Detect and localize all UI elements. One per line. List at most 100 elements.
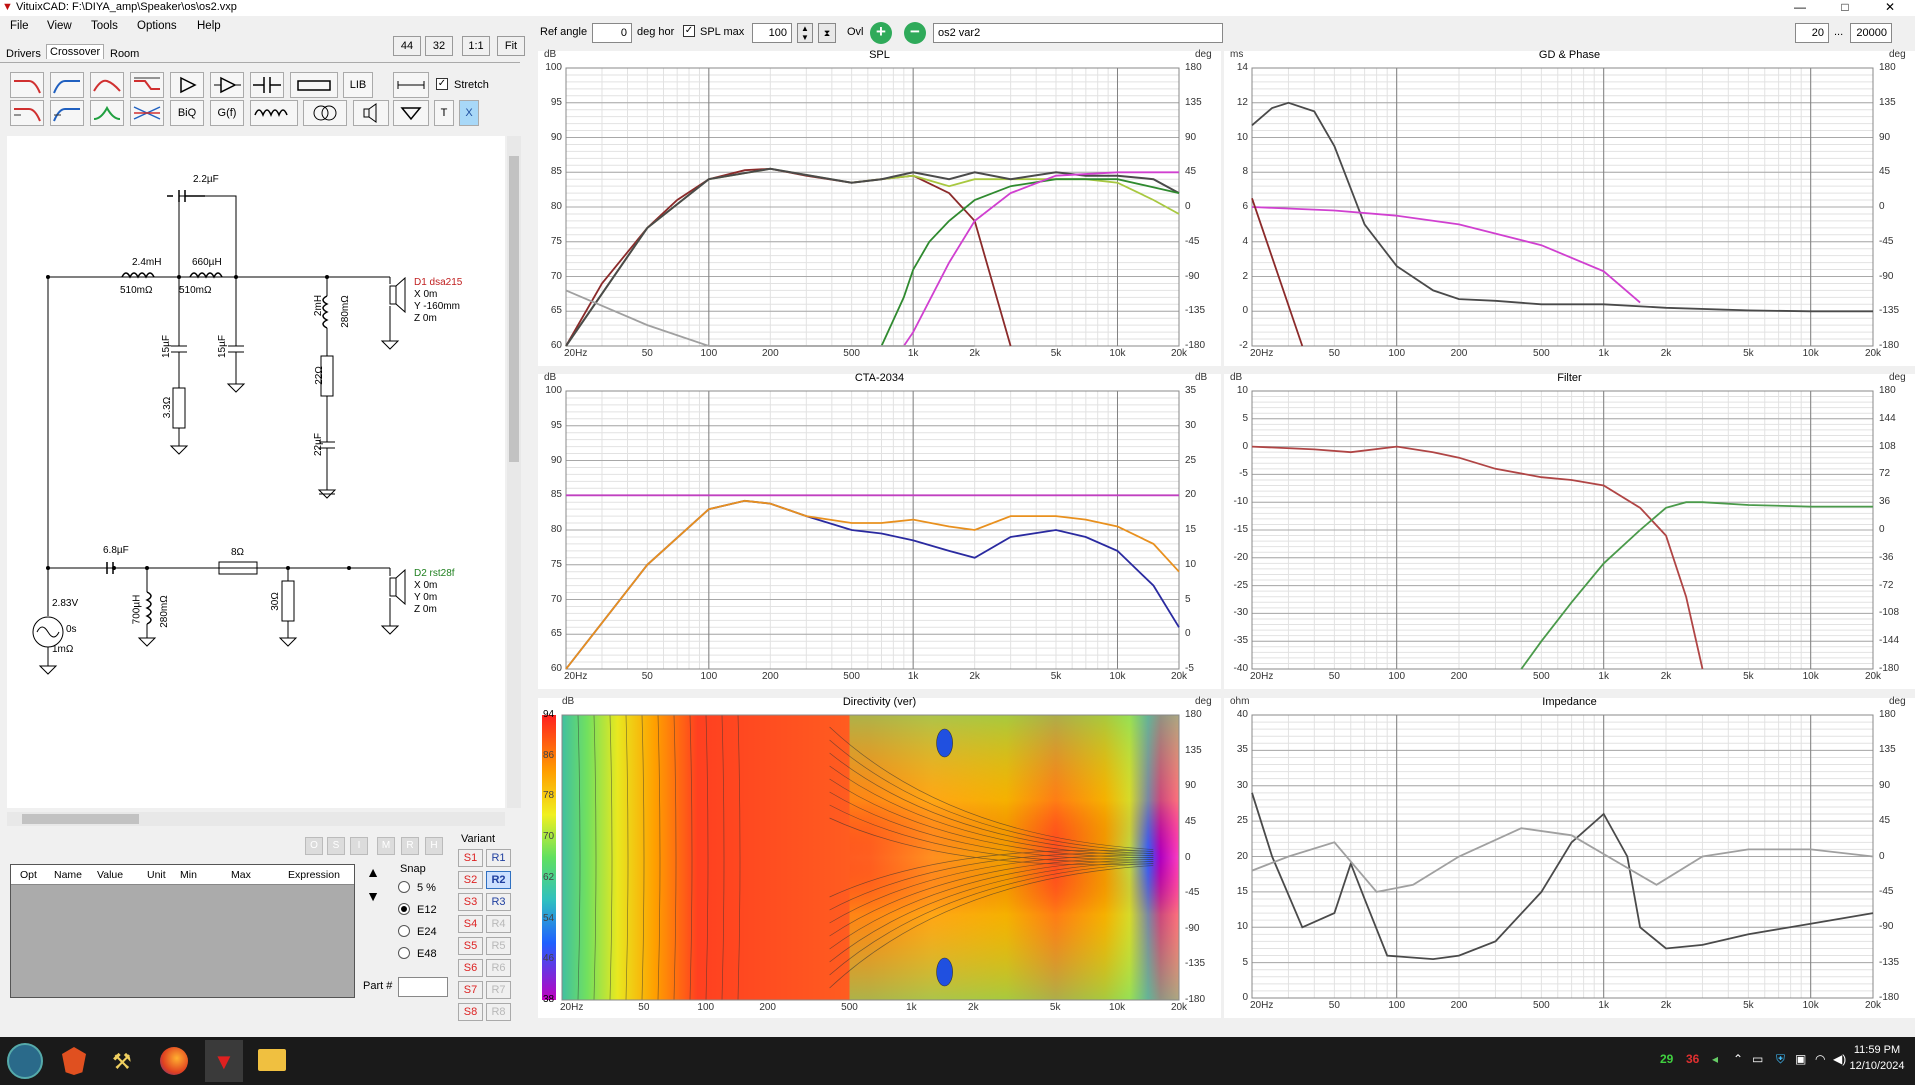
spl-chart[interactable]: SPL dB deg 100 95 90 85 80 75 70 65 60 180 135 90 45 0 -4… xyxy=(538,49,1221,366)
opt-o-button[interactable]: O xyxy=(305,837,323,855)
remove-overlay-button[interactable]: − xyxy=(904,22,926,44)
filter-chart[interactable]: Filter dB deg 10 5 0 -5 -10 -15 -20 -25 -30 -35 -40 18… xyxy=(1224,372,1915,689)
variant-s5-button[interactable]: S5 xyxy=(458,937,483,955)
l4-label[interactable]: 700µH xyxy=(131,594,143,625)
variant-s3-button[interactable]: S3 xyxy=(458,893,483,911)
vscroll-thumb[interactable] xyxy=(509,156,519,462)
r3-label[interactable]: 8Ω xyxy=(231,547,245,558)
buffer-tool[interactable] xyxy=(170,72,204,98)
variant-s2-button[interactable]: S2 xyxy=(458,871,483,889)
variant-s8-button[interactable]: S8 xyxy=(458,1003,483,1021)
lowpass-tool[interactable] xyxy=(10,72,44,98)
r1-label[interactable]: 3.3Ω xyxy=(162,396,174,419)
variant-s6-button[interactable]: S6 xyxy=(458,959,483,977)
add-overlay-button[interactable]: + xyxy=(870,22,892,44)
l3-label[interactable]: 2mH xyxy=(313,294,325,317)
explorer-icon[interactable] xyxy=(258,1049,286,1071)
display-icon[interactable]: ▣ xyxy=(1795,1052,1807,1066)
freq-max-input[interactable]: 20000 xyxy=(1850,23,1892,43)
ref-angle-input[interactable]: 0 xyxy=(592,23,632,43)
menu-file[interactable]: File xyxy=(10,20,29,32)
variant-s4-button[interactable]: S4 xyxy=(458,915,483,933)
keyboard-icon[interactable]: ▭ xyxy=(1752,1052,1764,1066)
stretch-checkbox[interactable]: ✓ xyxy=(436,78,448,90)
spl-max-checkbox[interactable]: ✓ xyxy=(683,25,695,37)
opt-h-button[interactable]: H xyxy=(425,837,443,855)
opt-i-button[interactable]: I xyxy=(350,837,368,855)
highpass2-tool[interactable] xyxy=(50,100,84,126)
snap-e12-radio[interactable] xyxy=(398,903,410,915)
tab-crossover[interactable]: Crossover xyxy=(46,44,105,59)
gf-tool[interactable]: G(f) xyxy=(210,100,244,126)
tray-app-icon[interactable]: ◂ xyxy=(1712,1052,1719,1066)
move-down-button[interactable]: ▼ xyxy=(366,888,380,904)
move-up-button[interactable]: ▲ xyxy=(366,864,380,880)
tab-drivers[interactable]: Drivers xyxy=(6,48,41,60)
part-number-field[interactable] xyxy=(398,977,448,997)
lib-tool[interactable]: LIB xyxy=(343,72,373,98)
auto-scale-button[interactable]: ⧗ xyxy=(818,23,836,43)
resistor-tool[interactable] xyxy=(290,72,338,98)
tab-room[interactable]: Room xyxy=(110,48,140,60)
wifi-icon[interactable]: ◠ xyxy=(1815,1052,1826,1066)
spl-max-input[interactable]: 100 xyxy=(752,23,792,43)
menu-view[interactable]: View xyxy=(47,20,72,32)
start-icon[interactable] xyxy=(7,1043,43,1079)
delete-tool[interactable]: X xyxy=(459,100,479,126)
menu-help[interactable]: Help xyxy=(197,20,221,32)
shelf-tool[interactable] xyxy=(130,72,164,98)
cap-2u2-label[interactable]: 2.2µF xyxy=(193,174,219,185)
volume-icon[interactable]: ◀) xyxy=(1833,1052,1847,1066)
peak-tool[interactable] xyxy=(90,100,124,126)
fit-button[interactable]: Fit xyxy=(497,36,525,56)
ground-tool[interactable] xyxy=(393,100,429,126)
hscroll-thumb[interactable] xyxy=(22,814,139,824)
opamp-tool[interactable] xyxy=(210,72,244,98)
l1-label[interactable]: 2.4mH xyxy=(132,257,162,268)
c4-label[interactable]: 6.8µF xyxy=(103,545,129,556)
l2-label[interactable]: 660µH xyxy=(192,257,222,268)
allpass-tool[interactable] xyxy=(130,100,164,126)
security-icon[interactable]: ⛨ xyxy=(1776,1052,1786,1066)
variant-s7-button[interactable]: S7 xyxy=(458,981,483,999)
schematic-vscroll[interactable] xyxy=(507,136,521,808)
opt-s-button[interactable]: S xyxy=(327,837,345,855)
variant-r2-button[interactable]: R2 xyxy=(486,871,511,889)
impedance-chart[interactable]: Impedance ohm deg 40 35 30 25 20 15 10 5 0 180 135 90 4… xyxy=(1224,696,1915,1018)
maximize-button[interactable]: □ xyxy=(1841,0,1849,14)
minimize-button[interactable]: — xyxy=(1794,0,1806,14)
variant-r6-button[interactable]: R6 xyxy=(486,959,511,977)
menu-tools[interactable]: Tools xyxy=(91,20,118,32)
snap-e48-radio[interactable] xyxy=(398,947,410,959)
r2-label[interactable]: 22Ω xyxy=(313,366,325,385)
driver-tool[interactable] xyxy=(353,100,389,126)
c1-label[interactable]: 15µF xyxy=(161,335,172,358)
menu-options[interactable]: Options xyxy=(137,20,177,32)
c3-label[interactable]: 22µF xyxy=(313,433,324,456)
variant-r8-button[interactable]: R8 xyxy=(486,1003,511,1021)
wire-tool[interactable] xyxy=(393,72,429,98)
highpass-tool[interactable] xyxy=(50,72,84,98)
opt-r-button[interactable]: R xyxy=(401,837,419,855)
directivity-chart[interactable]: Directivity (ver) dB deg 94 86 78 70 62 54 46 38 18… xyxy=(538,696,1221,1018)
size-44-button[interactable]: 44 xyxy=(393,36,421,56)
r4-label[interactable]: 30Ω xyxy=(269,592,281,611)
spl-max-spinner[interactable]: ▲ ▼ xyxy=(797,23,813,43)
variant-r3-button[interactable]: R3 xyxy=(486,893,511,911)
opt-m-button[interactable]: M xyxy=(377,837,395,855)
close-button[interactable]: ✕ xyxy=(1884,0,1896,14)
gd-phase-chart[interactable]: GD & Phase ms deg 14 12 10 8 6 4 2 0 -2 180 135 90 45 0 -… xyxy=(1224,49,1915,366)
chevron-up-icon[interactable]: ⌃ xyxy=(1733,1052,1744,1066)
clock-time[interactable]: 11:59 PM xyxy=(1853,1044,1901,1056)
variant-r7-button[interactable]: R7 xyxy=(486,981,511,999)
brave-icon[interactable] xyxy=(62,1047,86,1075)
variant-r5-button[interactable]: R5 xyxy=(486,937,511,955)
size-32-button[interactable]: 32 xyxy=(425,36,453,56)
inductor-tool[interactable] xyxy=(250,100,298,126)
overlay-name-input[interactable]: os2 var2 xyxy=(933,23,1223,43)
snap-5pct-radio[interactable] xyxy=(398,881,410,893)
vituixcad-icon[interactable]: ▼ xyxy=(213,1049,235,1074)
transformer-tool[interactable] xyxy=(303,100,347,126)
driver1-name[interactable]: D1 dsa215 xyxy=(414,277,463,288)
parameter-table[interactable]: Opt Name Value Unit Min Max Expression xyxy=(10,864,355,998)
